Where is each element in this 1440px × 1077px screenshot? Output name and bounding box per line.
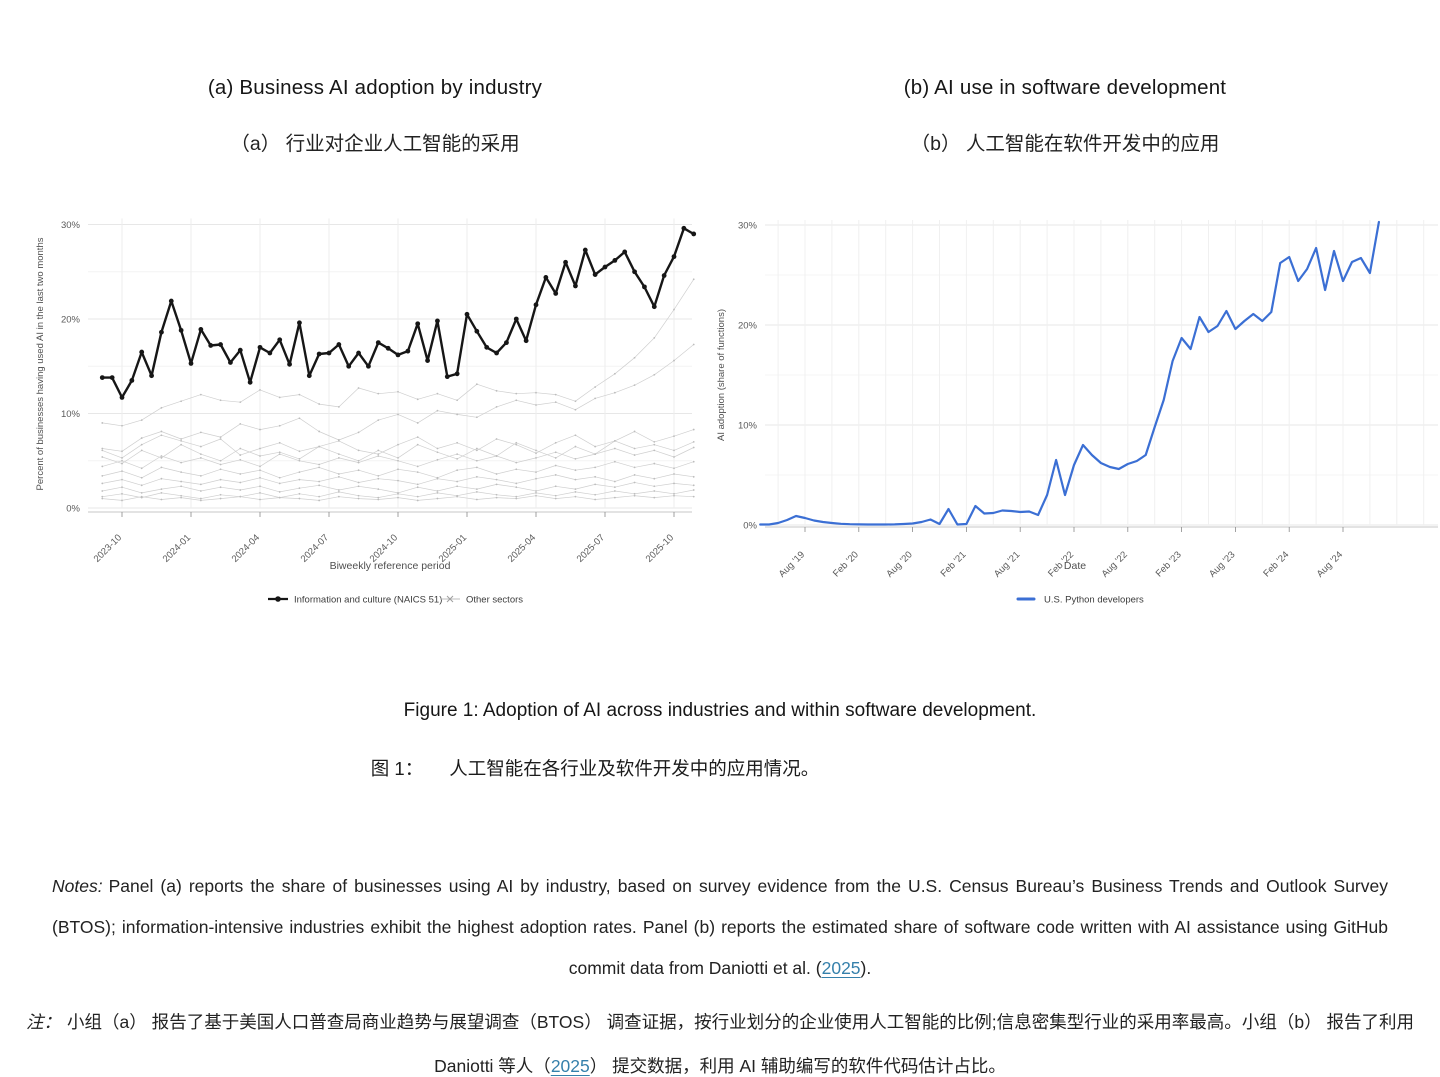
notes-body-en-tail: ).: [860, 957, 872, 978]
legend-label: U.S. Python developers: [1044, 595, 1144, 606]
y-axis-title: Percent of businesses having used AI in …: [35, 237, 46, 490]
y-tick-label: 10%: [738, 421, 758, 432]
y-tick-label: 0%: [743, 521, 757, 532]
x-tick-label: Feb '21: [939, 549, 969, 579]
x-tick-label: Feb '23: [1154, 549, 1184, 579]
notes-body-en: Panel (a) reports the share of businesse…: [52, 875, 1388, 978]
x-tick-label: 2024-01: [161, 532, 193, 564]
gridlines: [88, 218, 692, 509]
notes-body-zh-tail: ） 提交数据，利用 AI 辅助编写的软件代码估计占比。: [589, 1055, 1006, 1076]
daniotti-2025-link-en[interactable]: 2025: [821, 957, 861, 978]
x-axis: Aug '19 Feb '20 Aug '20 Feb '21 Aug '21 Feb '…: [765, 526, 1438, 580]
gridlines: [765, 220, 1438, 526]
legend-label: Other sectors: [466, 595, 523, 606]
legend: Information and culture (NAICS 51) Other …: [268, 595, 523, 606]
y-axis: 0% 10% 20% 30%: [61, 220, 81, 515]
panel-a-title-en: (a) Business AI adoption by industry: [207, 76, 543, 99]
y-tick-label: 10%: [61, 409, 81, 420]
x-tick-label: Aug '22: [1100, 549, 1130, 579]
x-tick-label: Aug '23: [1207, 549, 1237, 579]
x-tick-label: Aug '21: [992, 549, 1022, 579]
panel-b-line-chart: Aug '19 Feb '20 Aug '20 Feb '21 Aug '21 Feb '…: [716, 220, 1438, 606]
x-tick-label: 2025-10: [644, 532, 676, 564]
y-tick-label: 20%: [61, 315, 81, 326]
figure-caption-zh: 图 1： 人工智能在各行业及软件开发中的应用情况。: [0, 755, 1190, 781]
x-tick-label: 2024-04: [230, 532, 262, 564]
x-tick-label: 2023-10: [92, 532, 124, 564]
panel-b-title-zh: （b） 人工智能在软件开发中的应用: [910, 133, 1220, 155]
daniotti-2025-link-zh[interactable]: 2025: [550, 1055, 590, 1076]
legend-label: Information and culture (NAICS 51): [294, 595, 442, 606]
figure-caption-zh-label: 图 1：: [370, 758, 424, 779]
x-axis-title: Biweekly reference period: [330, 560, 451, 572]
figure-caption-zh-text: 人工智能在各行业及软件开发中的应用情况。: [449, 758, 820, 779]
y-axis-title: AI adoption (share of functions): [716, 309, 727, 441]
notes-body-zh: 小组（a） 报告了基于美国人口普查局商业趋势与展望调查（BTOS） 调查证据，按…: [67, 1011, 1415, 1076]
x-tick-label: 2025-04: [506, 532, 538, 564]
x-tick-label: 2024-07: [299, 532, 331, 564]
y-tick-label: 30%: [61, 220, 81, 231]
x-tick-label: Aug '20: [884, 549, 914, 579]
series: [759, 220, 1381, 526]
y-tick-label: 0%: [66, 504, 80, 515]
notes-label-en: Notes:: [52, 875, 103, 896]
y-axis: 0% 10% 20% 30%: [738, 221, 758, 532]
x-axis-title: Date: [1064, 560, 1086, 572]
x-tick-label: Aug '19: [777, 549, 807, 579]
panel-a-title-zh: （a） 行业对企业人工智能的采用: [230, 133, 520, 155]
notes-paragraph-zh: 注： 小组（a） 报告了基于美国人口普查局商业趋势与展望调查（BTOS） 调查证据…: [26, 1000, 1414, 1077]
figure-caption-en: Figure 1: Adoption of AI across industri…: [403, 700, 1037, 721]
x-tick-label: Feb '20: [831, 549, 861, 579]
notes-label-zh: 注：: [26, 1011, 62, 1032]
legend: U.S. Python developers: [1016, 595, 1144, 606]
panel-a-line-chart: 2023-10 2024-01 2024-04 2024-07 2024-10 2025-…: [35, 218, 697, 606]
y-tick-label: 30%: [738, 221, 758, 232]
x-axis: 2023-10 2024-01 2024-04 2024-07 2024-10 2025-…: [88, 511, 692, 565]
series: [99, 225, 697, 502]
x-tick-label: Feb '24: [1261, 549, 1291, 579]
panel-b-title-en: (b) AI use in software development: [903, 76, 1227, 99]
x-tick-label: 2025-07: [575, 532, 607, 564]
notes-paragraph-en: Notes: Panel (a) reports the share of bus…: [52, 866, 1388, 989]
x-tick-label: Aug '24: [1315, 549, 1345, 579]
y-tick-label: 20%: [738, 321, 758, 332]
